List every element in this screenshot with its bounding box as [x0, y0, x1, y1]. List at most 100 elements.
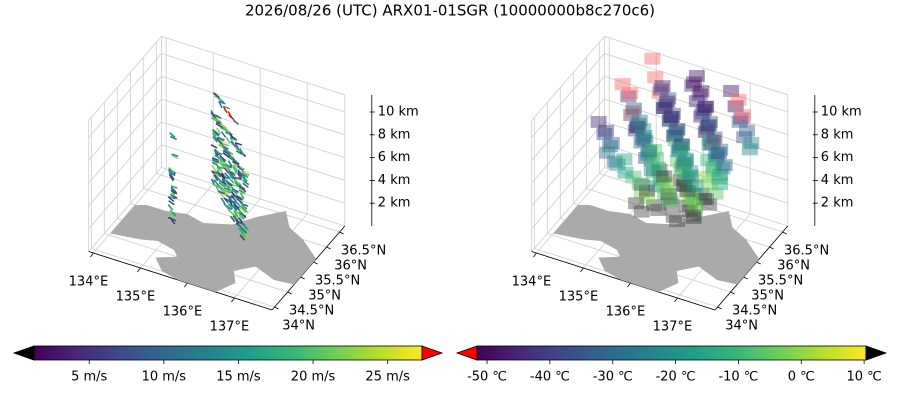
- wind-arrow: [220, 182, 227, 189]
- x-tick-label: 136°E: [606, 305, 646, 320]
- wind-arrow: [211, 157, 218, 164]
- z-tick-label: 4 km: [378, 173, 411, 188]
- voxel: [617, 166, 634, 179]
- wind-arrow: [217, 97, 225, 104]
- voxel: [656, 102, 673, 115]
- wind-arrow: [223, 167, 230, 174]
- colorbar-tick-label: 10 m/s: [142, 370, 187, 385]
- voxel: [625, 170, 642, 183]
- colorbar: [476, 345, 867, 361]
- voxel: [711, 178, 728, 191]
- voxel: [682, 194, 699, 207]
- wind-arrow: [168, 172, 174, 179]
- voxel: [697, 100, 714, 113]
- wind-arrow: [222, 142, 230, 147]
- voxel: [663, 110, 680, 123]
- voxel: [640, 145, 657, 158]
- wind-arrow: [216, 176, 223, 183]
- wind-arrow: [213, 92, 220, 98]
- wind-arrow: [168, 200, 175, 206]
- wind-arrow: [214, 114, 222, 120]
- voxel: [633, 205, 650, 218]
- voxel: [696, 104, 713, 117]
- grid-line: [161, 75, 345, 136]
- wind-arrow: [230, 211, 237, 218]
- voxel: [685, 212, 702, 225]
- voxel: [637, 135, 654, 148]
- voxel: [701, 134, 718, 147]
- voxel: [700, 119, 717, 132]
- voxel: [602, 140, 619, 153]
- colorbar-tick-label: -20 ℃: [656, 370, 696, 385]
- voxel: [700, 153, 717, 166]
- voxel: [686, 205, 703, 218]
- colorbar-tick-label: -40 ℃: [530, 370, 570, 385]
- grid-line: [604, 53, 788, 113]
- grid-line: [531, 144, 605, 229]
- grid-line: [599, 173, 783, 233]
- wind-arrow: [232, 203, 238, 211]
- grid-line: [604, 98, 788, 158]
- wind-arrow: [241, 176, 248, 183]
- voxel: [691, 88, 708, 101]
- wind-arrow: [220, 197, 226, 205]
- voxel: [596, 128, 613, 141]
- voxel: [667, 134, 684, 147]
- voxel3d-panel: 134°E 135°E 136°E 137°E 34°N34.5°N35°N35.5°N…: [455, 36, 888, 385]
- voxel: [661, 192, 678, 205]
- land: [110, 205, 317, 292]
- voxel: [678, 186, 695, 199]
- wind-arrow: [227, 110, 233, 118]
- wind-arrow: [239, 234, 246, 241]
- z-tick-label: 2 km: [821, 196, 854, 211]
- voxel: [741, 143, 758, 156]
- y-tick-mark: [782, 231, 787, 235]
- wind-arrow: [238, 211, 245, 218]
- grid-line: [156, 173, 340, 233]
- wind-arrow: [239, 147, 244, 155]
- voxel: [675, 157, 692, 170]
- colorbar-tick-label: 15 m/s: [216, 370, 261, 385]
- voxel: [614, 78, 631, 91]
- voxel: [672, 141, 689, 154]
- wind-arrow: [216, 165, 225, 170]
- wind-arrow: [228, 172, 235, 180]
- z-tick-label: 6 km: [821, 150, 854, 165]
- colorbar-under: [455, 345, 478, 361]
- wind-arrow: [211, 165, 217, 172]
- wind-arrow: [210, 117, 218, 123]
- grid-line: [531, 53, 605, 138]
- grid-line: [88, 53, 162, 138]
- wind-arrow: [229, 215, 236, 223]
- z-tick-label: 8 km: [821, 127, 854, 142]
- voxel: [627, 124, 644, 137]
- voxel: [712, 143, 729, 156]
- y-tick-label: 34.5°N: [732, 304, 777, 319]
- wind-arrow: [237, 170, 243, 178]
- wind-arrow: [228, 177, 235, 184]
- wind-arrow: [216, 137, 223, 145]
- z-tick-label: 8 km: [378, 127, 411, 142]
- wind-arrow: [169, 213, 175, 220]
- colorbar-under: [12, 345, 35, 361]
- x-tick-label: 135°E: [116, 290, 156, 305]
- grid-line: [161, 53, 345, 113]
- voxel: [641, 144, 658, 157]
- voxel: [630, 117, 647, 130]
- wind-arrow: [214, 115, 220, 122]
- voxel: [674, 161, 691, 174]
- voxel: [671, 144, 688, 157]
- wind-arrow: [223, 105, 231, 110]
- y-tick-mark: [326, 246, 331, 250]
- wind-arrow: [224, 166, 231, 173]
- wind-arrow: [168, 174, 175, 182]
- land: [553, 205, 760, 292]
- voxel: [647, 151, 664, 164]
- figure-title: 2026/08/26 (UTC) ARX01-01SGR (10000000b8…: [245, 2, 655, 20]
- voxel: [650, 161, 667, 174]
- wind-arrow: [228, 170, 236, 177]
- pane-edge: [161, 36, 345, 96]
- voxel: [730, 93, 747, 106]
- voxel: [651, 164, 668, 177]
- y-tick-mark: [274, 306, 279, 310]
